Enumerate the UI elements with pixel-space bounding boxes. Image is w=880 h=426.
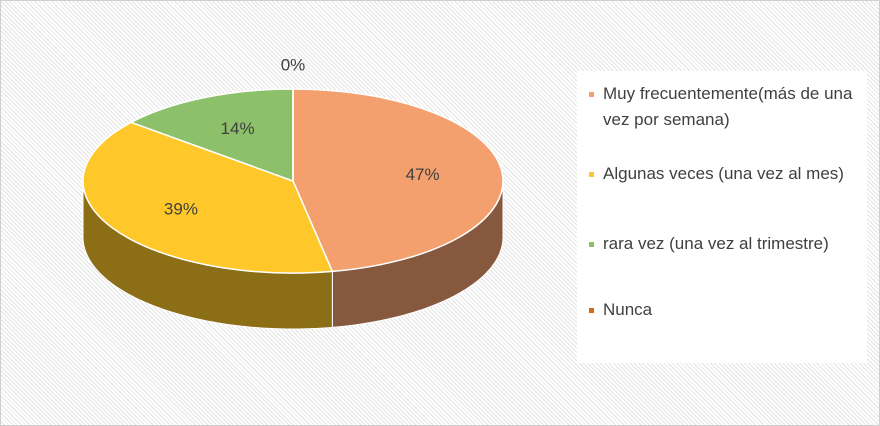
data-label: 0% <box>281 55 306 74</box>
legend-item: rara vez (una vez al trimestre) <box>589 231 873 257</box>
legend: Muy frecuentemente(más de una vez por se… <box>577 71 867 363</box>
pie-slice <box>82 121 334 274</box>
legend-item: Algunas veces (una vez al mes) <box>589 161 873 187</box>
legend-label: Algunas veces (una vez al mes) <box>603 164 844 183</box>
pie-slice <box>292 88 504 273</box>
legend-label: rara vez (una vez al trimestre) <box>603 234 829 253</box>
legend-swatch <box>589 242 594 247</box>
pie-area: 47% 39% 14% 0% <box>82 55 504 330</box>
legend-swatch <box>589 172 594 177</box>
legend-item: Nunca <box>589 297 873 323</box>
data-label: 47% <box>406 165 440 184</box>
data-label: 14% <box>221 119 255 138</box>
legend-swatch <box>589 308 594 313</box>
legend-label: Muy frecuentemente(más de una vez por se… <box>603 84 853 129</box>
legend-item: Muy frecuentemente(más de una vez por se… <box>589 81 873 133</box>
legend-swatch <box>589 92 594 97</box>
pie-slice <box>129 88 294 183</box>
legend-label: Nunca <box>603 300 653 319</box>
data-label: 39% <box>164 200 198 219</box>
